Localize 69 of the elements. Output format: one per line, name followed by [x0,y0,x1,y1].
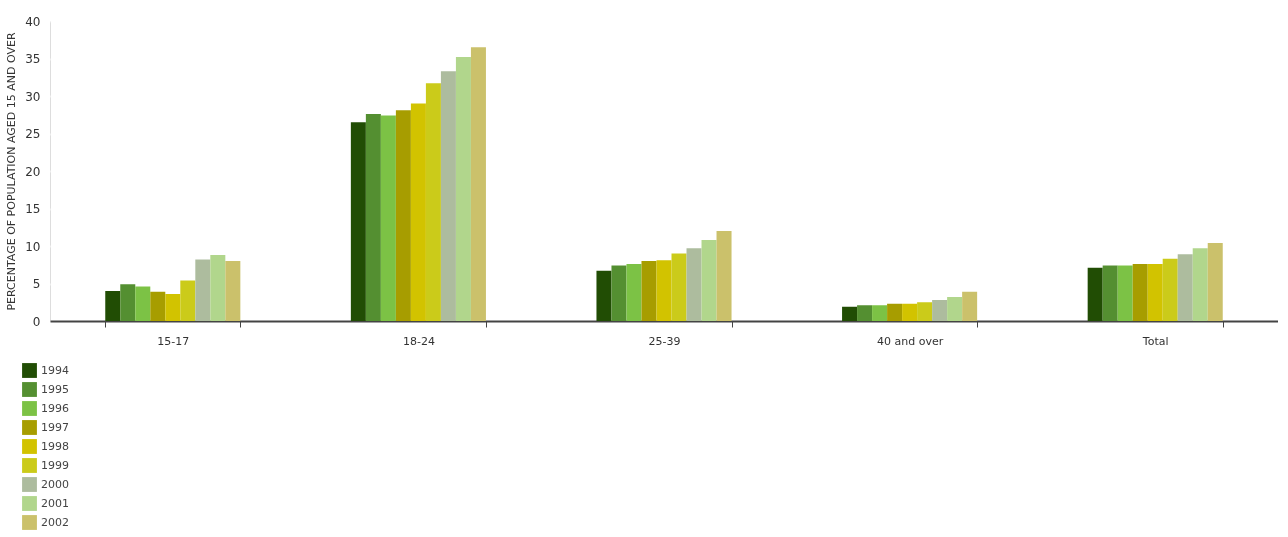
bar [470,47,486,321]
bar [716,231,732,321]
bar [150,291,166,321]
y-tick-label: 15 [25,202,41,216]
bar [165,294,181,321]
bar [455,57,471,321]
legend-label: 1995 [41,382,69,396]
bar [365,114,381,321]
bar [135,286,151,321]
bar [947,297,963,321]
y-tick-label: 0 [32,314,41,329]
bar [1192,248,1208,321]
y-tick-label: 40 [25,14,41,29]
bar [120,284,136,321]
x-tick-label: 18-24 [402,334,435,348]
y-tick-label: 20 [25,164,41,179]
y-axis-title: PERCENTAGE OF POPULATION AGED 15 AND OVER [5,32,19,311]
x-tick-label: 25-39 [648,334,681,348]
legend-label: 2000 [41,477,69,491]
bar [395,110,411,321]
bar [917,302,933,321]
legend-label: 1996 [41,401,69,415]
bar [210,255,226,321]
bar [410,103,426,321]
legend-label: 1998 [41,439,69,453]
bar [932,300,948,321]
bar [1087,267,1103,321]
bar [686,248,702,321]
bar [440,71,456,321]
bar [425,83,441,321]
bar [872,305,888,321]
bar [671,253,687,321]
x-tick-label: 15-17 [157,334,190,348]
bar [626,264,642,321]
legend-label: 1999 [41,458,69,472]
bar [701,240,717,321]
bar [1177,254,1193,321]
bar [857,305,873,321]
bar [350,122,366,321]
legend-label: 2001 [41,496,69,510]
bar [1102,265,1118,321]
y-tick-label: 5 [32,277,41,291]
bar [641,261,657,321]
bar [1132,264,1148,321]
bar [195,259,211,321]
bar [1117,265,1133,321]
bar [596,270,612,321]
y-tick-label: 10 [25,239,41,254]
legend-label: 1994 [41,363,69,377]
legend-label: 1997 [41,420,69,434]
bar [656,260,672,321]
bar [105,291,121,321]
y-tick-label: 25 [25,127,41,141]
bar [611,265,627,321]
bar [962,291,978,321]
bar [380,115,396,321]
bar [1147,264,1163,321]
x-tick-label: 40 and over [876,334,944,348]
y-tick-label: 35 [25,52,41,66]
x-tick-label: Total [1141,334,1169,348]
bar [902,303,918,321]
bar [180,280,196,321]
bar [842,306,858,321]
bar [887,303,903,321]
y-tick-label: 30 [25,89,41,104]
bar [1162,258,1178,321]
bar [225,261,241,321]
legend-label: 2002 [41,515,69,529]
bar [1207,243,1223,321]
